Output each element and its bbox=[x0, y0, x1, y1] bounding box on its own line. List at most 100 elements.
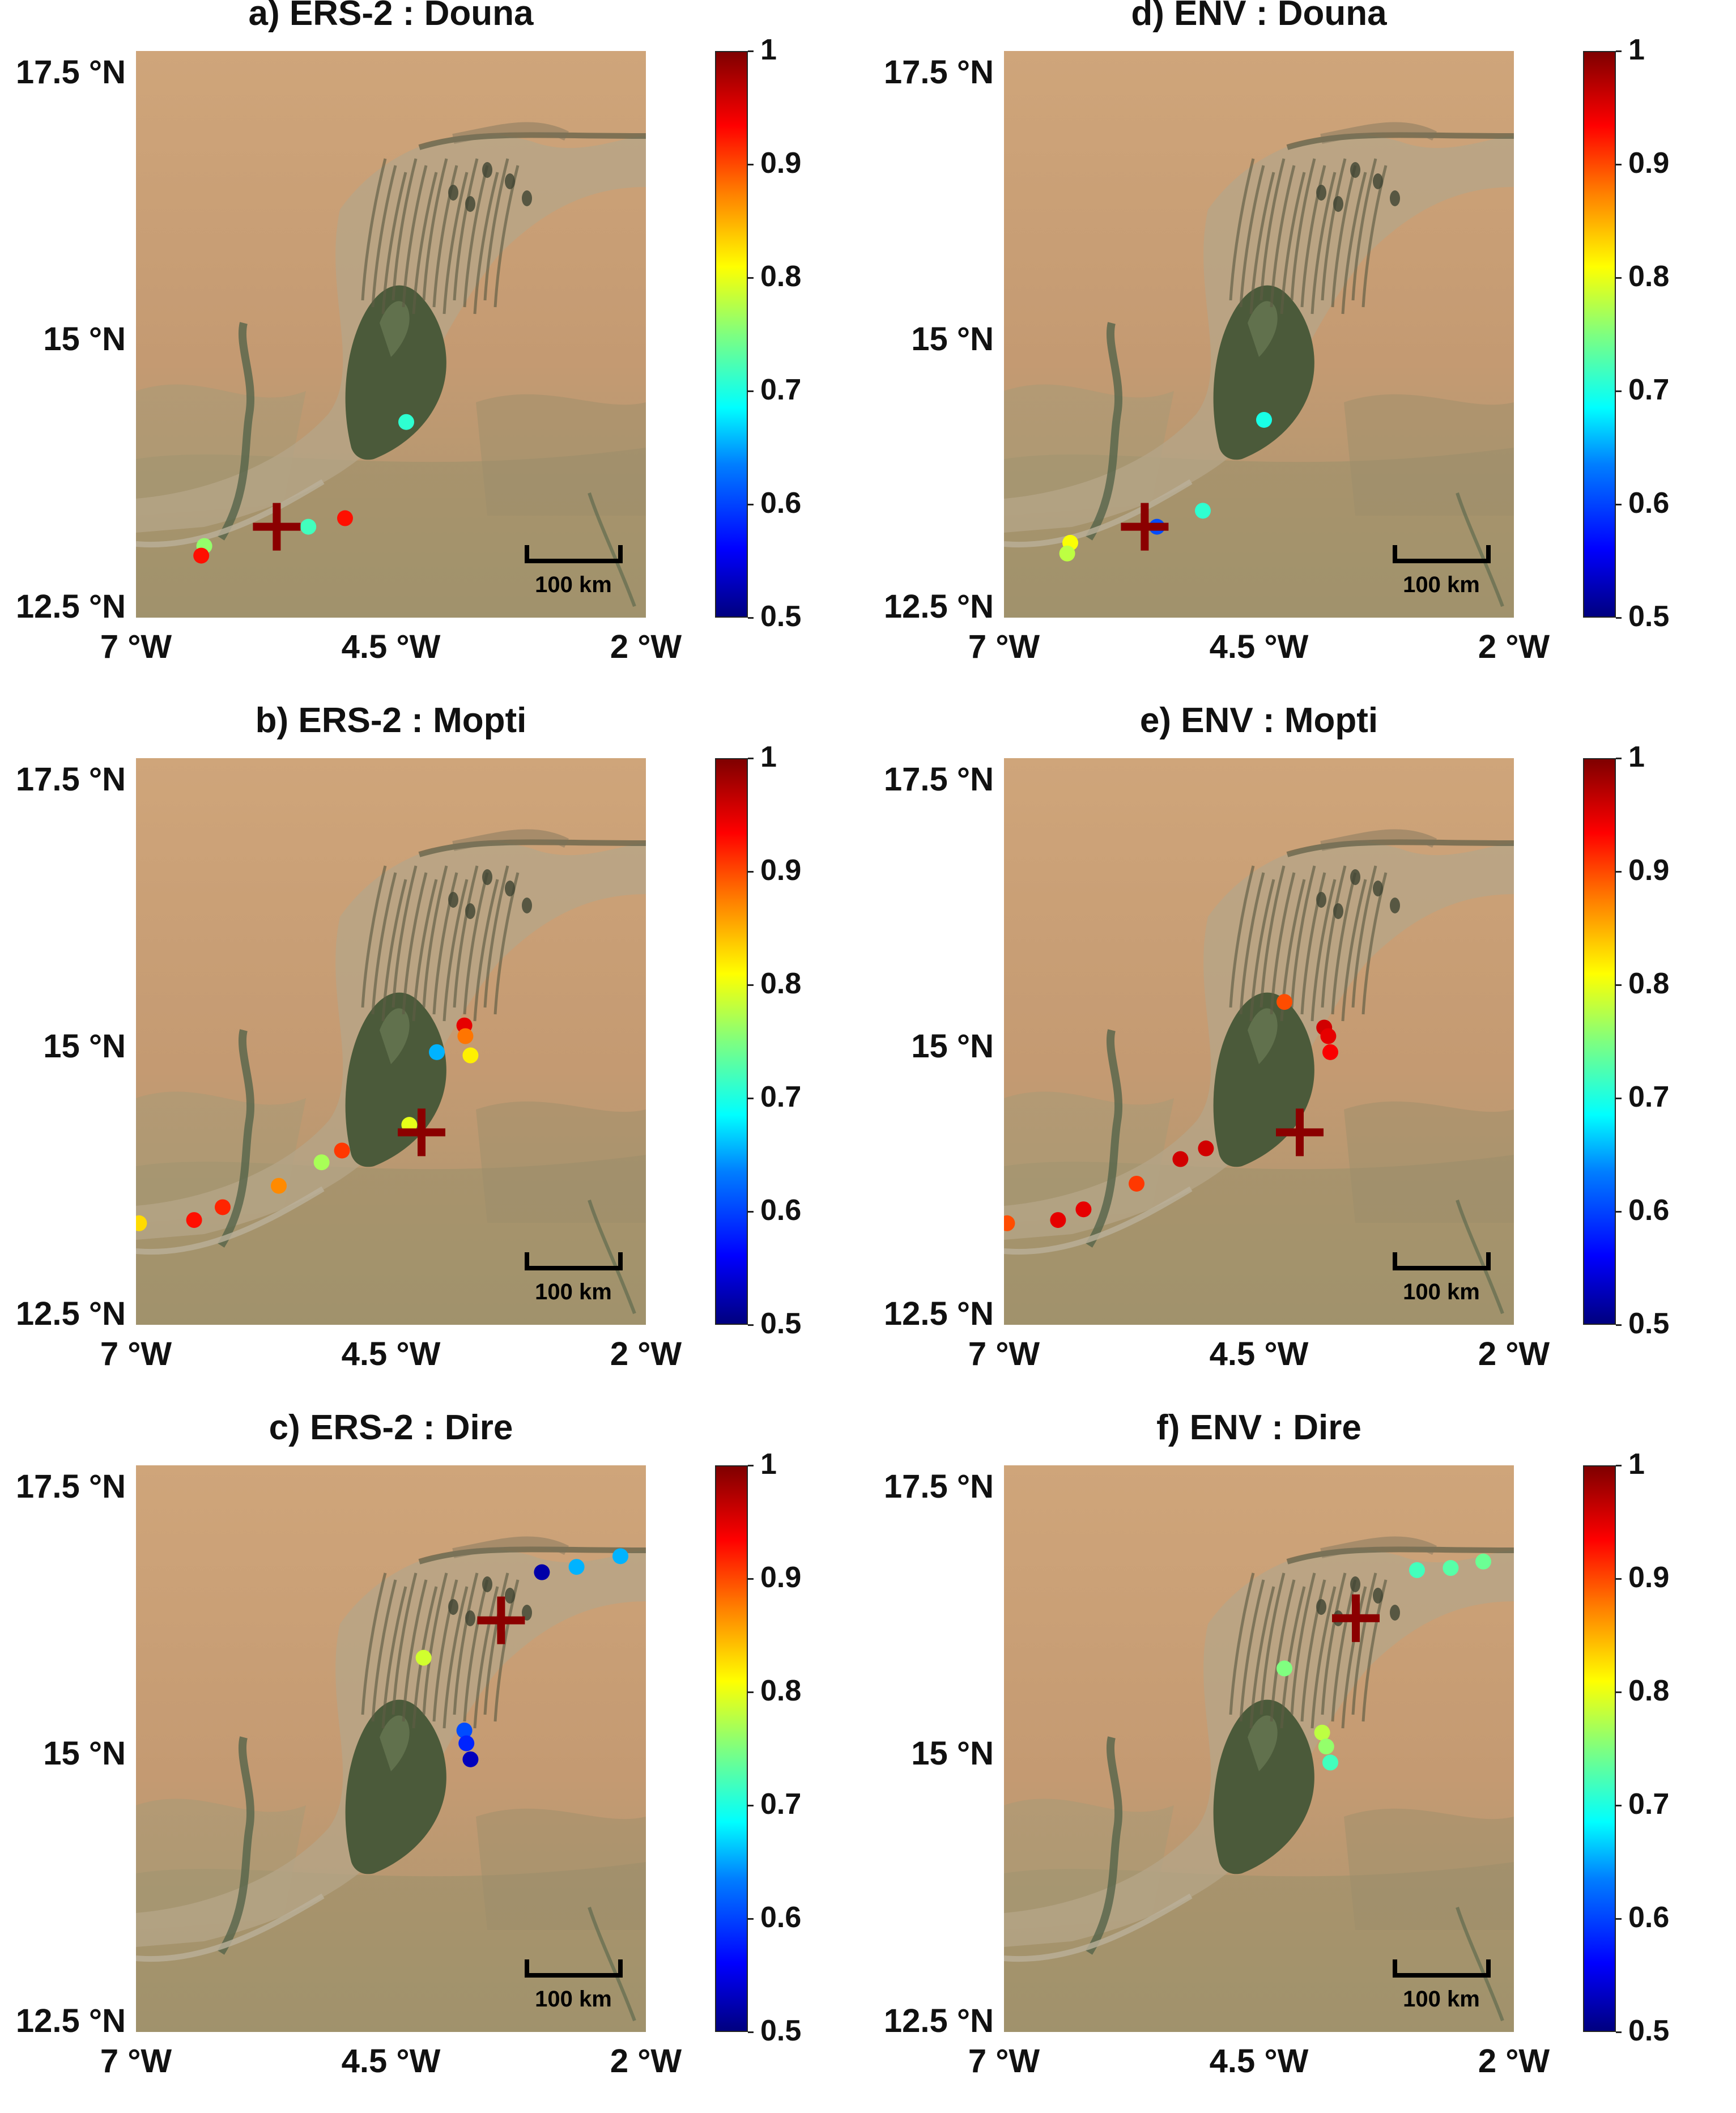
virtual-station-point bbox=[1277, 994, 1292, 1010]
y-tick-label: 17.5 °N bbox=[883, 53, 994, 91]
colorbar-tick-label: 0.6 bbox=[760, 1194, 802, 1227]
scale-bar: 100 km bbox=[1393, 1959, 1491, 2012]
satellite-map: 100 km bbox=[1004, 758, 1514, 1325]
panel-title: b) ERS-2 : Mopti bbox=[255, 701, 527, 740]
gauge-station-cross-icon bbox=[398, 1108, 445, 1157]
y-tick-label: 12.5 °N bbox=[883, 2003, 994, 2040]
map-panel-a: a) ERS-2 : Douna 100 km 17.5 °N 15 °N 12.5 °… bbox=[0, 0, 868, 699]
x-tick-label: 4.5 °W bbox=[341, 1336, 441, 1372]
virtual-station-point bbox=[1320, 1028, 1337, 1044]
x-tick-label: 4.5 °W bbox=[341, 628, 441, 665]
y-tick-label: 12.5 °N bbox=[883, 1295, 994, 1333]
virtual-station-point bbox=[186, 1212, 202, 1228]
scale-bar-label: 100 km bbox=[1403, 1987, 1480, 2012]
y-tick-label: 15 °N bbox=[911, 1028, 994, 1065]
colorbar-tick-mark bbox=[1616, 1098, 1622, 1099]
virtual-station-point bbox=[1322, 1044, 1338, 1060]
virtual-station-point bbox=[1409, 1562, 1425, 1578]
colorbar-tick-mark bbox=[1616, 50, 1622, 52]
scale-bar: 100 km bbox=[1393, 1252, 1491, 1304]
satellite-map: 100 km bbox=[136, 758, 646, 1325]
colorbar bbox=[1583, 51, 1616, 618]
virtual-station-point bbox=[1314, 1724, 1330, 1741]
colorbar-tick-mark bbox=[1616, 1691, 1622, 1693]
colorbar-tick-label: 0.9 bbox=[760, 1561, 802, 1594]
gauge-station-cross-icon bbox=[1121, 503, 1169, 551]
map-panel-e: e) ENV : Mopti 100 km 17.5 °N 15 °N 12.5 °N 7… bbox=[868, 701, 1736, 1406]
x-tick-label: 4.5 °W bbox=[1209, 628, 1309, 665]
colorbar-tick-mark bbox=[748, 1211, 754, 1213]
y-tick-label: 15 °N bbox=[911, 321, 994, 358]
colorbar-tick-mark bbox=[748, 2031, 754, 2033]
virtual-station-point bbox=[462, 1047, 479, 1064]
gauge-station-cross-icon bbox=[1332, 1594, 1380, 1642]
colorbar-tick-label: 0.7 bbox=[1628, 373, 1670, 406]
colorbar bbox=[1583, 758, 1616, 1325]
colorbar-tick-label: 0.6 bbox=[1628, 1901, 1670, 1934]
virtual-station-point bbox=[215, 1199, 231, 1215]
y-tick-label: 17.5 °N bbox=[15, 760, 126, 798]
virtual-station-point bbox=[313, 1154, 330, 1171]
colorbar-tick-mark bbox=[1616, 984, 1622, 986]
virtual-station-point bbox=[429, 1044, 445, 1060]
virtual-station-point bbox=[271, 1177, 287, 1194]
virtual-station-point bbox=[1059, 545, 1075, 562]
scale-bar-label: 100 km bbox=[1403, 1279, 1480, 1304]
colorbar-tick-label: 1 bbox=[760, 741, 777, 773]
colorbar-tick-label: 0.9 bbox=[1628, 1561, 1670, 1594]
map-panel-f: f) ENV : Dire 100 km 17.5 °N 15 °N 12.5 °N 7 … bbox=[868, 1408, 1736, 2113]
colorbar-tick-mark bbox=[1616, 1324, 1622, 1326]
virtual-station-point bbox=[612, 1548, 628, 1564]
y-tick-label: 15 °N bbox=[911, 1735, 994, 1772]
virtual-station-point bbox=[1318, 1738, 1334, 1755]
virtual-station-point bbox=[193, 547, 210, 564]
x-tick-label: 2 °W bbox=[610, 628, 682, 665]
y-tick-label: 17.5 °N bbox=[15, 1468, 126, 1505]
virtual-station-point bbox=[398, 414, 414, 430]
panel-title: f) ENV : Dire bbox=[1156, 1408, 1361, 1447]
virtual-station-point bbox=[1277, 1660, 1292, 1677]
panel-title: e) ENV : Mopti bbox=[1139, 701, 1378, 740]
colorbar-tick-label: 0.6 bbox=[760, 487, 802, 520]
virtual-station-point bbox=[1050, 1212, 1066, 1228]
colorbar-tick-label: 1 bbox=[1628, 1448, 1645, 1481]
y-tick-label: 17.5 °N bbox=[883, 760, 994, 798]
colorbar-tick-label: 0.9 bbox=[1628, 147, 1670, 180]
colorbar-tick-label: 0.8 bbox=[760, 260, 802, 293]
colorbar-tick-label: 0.7 bbox=[760, 1081, 802, 1113]
x-tick-label: 4.5 °W bbox=[1209, 2043, 1309, 2080]
colorbar-tick-label: 0.5 bbox=[760, 2014, 802, 2047]
virtual-station-point bbox=[1195, 503, 1211, 519]
colorbar-tick-label: 1 bbox=[760, 1448, 777, 1481]
satellite-map: 100 km bbox=[136, 51, 646, 618]
colorbar-tick-label: 0.9 bbox=[760, 147, 802, 180]
satellite-map: 100 km bbox=[136, 1465, 646, 2032]
y-tick-label: 15 °N bbox=[43, 321, 126, 358]
colorbar-tick-label: 0.6 bbox=[760, 1901, 802, 1934]
colorbar-tick-mark bbox=[748, 1691, 754, 1693]
virtual-station-point bbox=[1172, 1151, 1189, 1167]
x-tick-label: 7 °W bbox=[100, 1336, 172, 1372]
x-tick-label: 7 °W bbox=[100, 2043, 172, 2080]
y-tick-label: 15 °N bbox=[43, 1028, 126, 1065]
map-panel-c: c) ERS-2 : Dire 100 km 17.5 °N 15 °N 12.5 °N… bbox=[0, 1408, 868, 2113]
map-canvas: 100 km bbox=[136, 51, 646, 618]
colorbar-tick-mark bbox=[748, 1805, 754, 1806]
virtual-station-point bbox=[534, 1564, 550, 1580]
y-tick-label: 15 °N bbox=[43, 1735, 126, 1772]
virtual-station-point bbox=[1129, 1175, 1144, 1192]
colorbar-tick-mark bbox=[1616, 1805, 1622, 1806]
map-canvas: 100 km bbox=[136, 758, 646, 1325]
colorbar-tick-label: 0.5 bbox=[760, 1307, 802, 1340]
map-canvas: 100 km bbox=[1004, 758, 1514, 1325]
x-tick-label: 2 °W bbox=[1478, 2043, 1550, 2080]
colorbar-tick-mark bbox=[748, 617, 754, 619]
virtual-station-point bbox=[1322, 1754, 1338, 1771]
y-tick-label: 12.5 °N bbox=[15, 588, 126, 626]
virtual-station-point bbox=[462, 1751, 479, 1767]
y-tick-label: 12.5 °N bbox=[15, 2003, 126, 2040]
colorbar-tick-label: 0.8 bbox=[1628, 1674, 1670, 1707]
x-tick-label: 2 °W bbox=[610, 2043, 682, 2080]
colorbar-tick-label: 0.8 bbox=[1628, 967, 1670, 1000]
colorbar-tick-label: 0.9 bbox=[1628, 854, 1670, 887]
